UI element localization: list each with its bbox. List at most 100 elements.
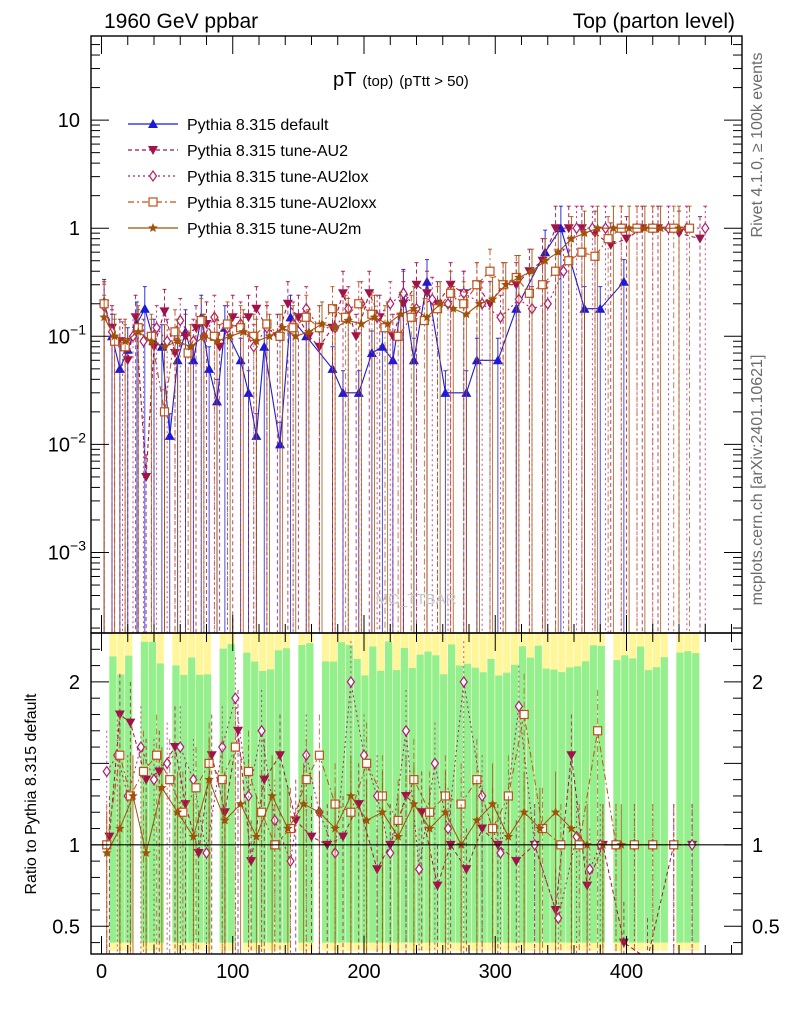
ratio-band-green xyxy=(660,657,668,943)
data-point xyxy=(618,276,629,286)
data-point xyxy=(351,332,362,342)
ratio-point xyxy=(430,757,440,770)
ratio-point xyxy=(503,831,514,841)
header-left: 1960 GeV ppbar xyxy=(104,10,258,33)
ratio-y-tick-label-right: 0.5 xyxy=(752,916,780,938)
legend-marker xyxy=(148,119,158,128)
ratio-line xyxy=(108,713,693,954)
ratio-band-green xyxy=(227,644,235,943)
data-point xyxy=(446,288,456,298)
ratio-band-green xyxy=(440,674,448,943)
data-point xyxy=(592,223,603,233)
series-0 xyxy=(99,205,629,633)
data-point xyxy=(377,341,388,351)
data-point xyxy=(608,223,619,233)
data-point xyxy=(369,312,380,322)
legend: Pythia 8.315 default Pythia 8.315 tune-AU… xyxy=(128,117,376,238)
data-point xyxy=(701,222,710,235)
series-3 xyxy=(99,205,695,633)
data-point xyxy=(356,319,367,328)
ratio-point xyxy=(149,773,159,786)
ratio-point xyxy=(141,848,151,857)
data-point xyxy=(327,304,338,314)
ratio-point xyxy=(472,815,482,825)
ratio-point xyxy=(593,726,603,736)
data-point xyxy=(304,326,314,336)
ratio-band-green xyxy=(566,667,574,943)
data-point xyxy=(301,312,311,322)
ratio-point xyxy=(514,700,524,713)
legend-marker xyxy=(148,223,158,232)
ratio-point xyxy=(487,799,498,809)
ratio-band-green xyxy=(282,648,290,943)
data-point xyxy=(655,223,666,233)
x-tick-label: 300 xyxy=(479,961,512,983)
legend-label: Pythia 8.315 default xyxy=(187,117,329,134)
data-point xyxy=(603,234,613,244)
data-point xyxy=(146,336,157,346)
ratio-band-green xyxy=(526,657,534,943)
data-point xyxy=(411,280,422,290)
data-point xyxy=(343,315,353,325)
ratio-point xyxy=(220,815,230,825)
header-right: Top (parton level) xyxy=(573,10,735,33)
data-point xyxy=(461,309,472,319)
ratio-point xyxy=(330,823,340,833)
main-panel: MC_TTBAR pT (top) (pTtt > 50) 10−310−210−1… xyxy=(48,35,780,983)
ratio-band-green xyxy=(621,655,629,943)
data-point xyxy=(170,327,180,337)
data-point xyxy=(459,299,469,309)
ratio-point xyxy=(301,775,311,785)
ratio-point xyxy=(193,848,204,858)
data-point xyxy=(251,336,262,346)
ratio-band-green xyxy=(479,672,487,943)
data-point xyxy=(172,336,183,346)
ratio-point xyxy=(204,774,214,784)
y-tick-label: 1 xyxy=(69,218,80,240)
legend-label: Pythia 8.315 tune-AU2m xyxy=(187,221,361,238)
ratio-band-green xyxy=(156,663,164,943)
data-point xyxy=(382,319,393,328)
ratio-band-green xyxy=(503,672,511,943)
data-point xyxy=(225,331,235,341)
ratio-point xyxy=(519,709,529,720)
ratio-point xyxy=(414,863,424,876)
ratio-band-green xyxy=(558,672,566,943)
legend-entry: Pythia 8.315 tune-AU2lox xyxy=(128,169,368,186)
ratio-point xyxy=(165,775,175,785)
ratio-band-green xyxy=(337,642,345,943)
ratio-point xyxy=(306,832,317,842)
data-point xyxy=(422,312,432,322)
data-point xyxy=(199,331,209,341)
ratio-band-green xyxy=(377,670,385,943)
x-tick-label: 0 xyxy=(96,961,107,983)
ratio-point xyxy=(217,775,227,785)
ratio-point xyxy=(267,790,277,800)
data-point xyxy=(527,266,537,276)
ratio-point xyxy=(230,742,240,752)
data-point xyxy=(141,472,152,482)
ratio-band-green xyxy=(416,654,424,943)
data-point xyxy=(159,307,170,317)
ratio-band-green xyxy=(684,651,692,943)
ratio-band-green xyxy=(251,661,259,943)
data-point xyxy=(282,299,293,309)
data-point xyxy=(590,251,600,261)
ratio-band-green xyxy=(274,650,282,943)
ratio-point xyxy=(496,846,505,860)
data-point xyxy=(501,279,511,289)
ratio-point xyxy=(535,823,545,833)
data-point xyxy=(338,289,348,299)
series-4 xyxy=(99,205,684,633)
data-point xyxy=(288,323,298,333)
data-point xyxy=(264,331,275,341)
data-point xyxy=(624,223,634,233)
legend-marker xyxy=(148,197,158,207)
ratio-point xyxy=(424,823,435,833)
ratio-band-green xyxy=(259,670,267,943)
ratio-point xyxy=(353,800,364,810)
ratio-band-green xyxy=(581,661,590,943)
legend-entry: Pythia 8.315 tune-AU2 xyxy=(128,143,348,160)
ratio-series-group xyxy=(91,641,742,954)
